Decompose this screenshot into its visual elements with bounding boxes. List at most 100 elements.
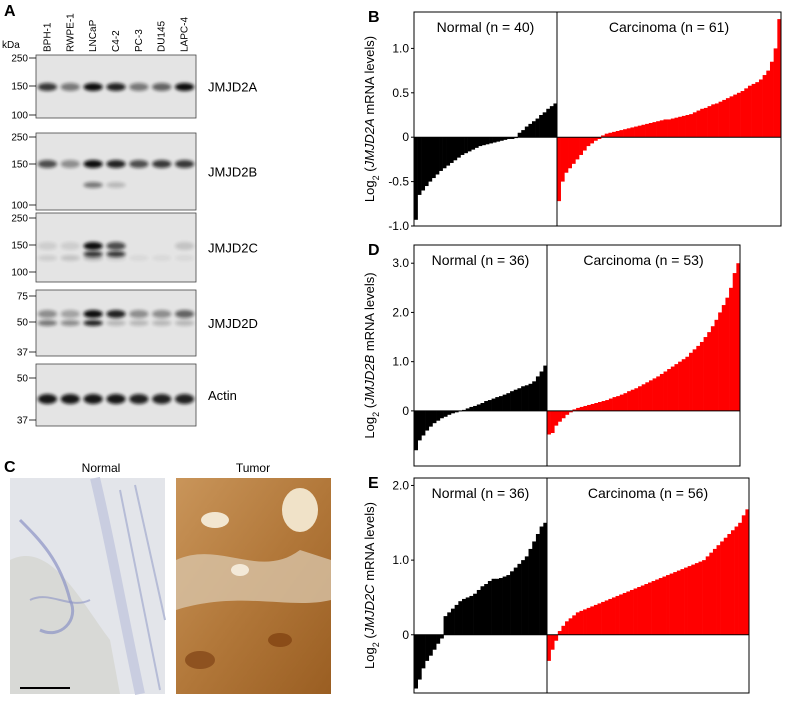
bar bbox=[450, 608, 455, 635]
bar bbox=[741, 515, 746, 635]
bar bbox=[417, 634, 422, 680]
bar bbox=[450, 410, 455, 414]
bar bbox=[655, 579, 660, 635]
bar bbox=[535, 118, 540, 138]
bar bbox=[579, 406, 584, 411]
bar bbox=[696, 345, 701, 411]
bar bbox=[510, 137, 515, 139]
bar bbox=[417, 410, 422, 441]
bar bbox=[561, 625, 566, 635]
blot-panel: BPH-1 RWPE-1 LNCaP C4-2 PC-3 DU145 LAPC-4 250 15… bbox=[11, 13, 258, 427]
bar bbox=[521, 560, 526, 635]
bar bbox=[605, 400, 610, 411]
marker-label: 37 bbox=[17, 416, 29, 427]
bar bbox=[583, 405, 588, 411]
y-axis-label-part: mRNA levels) bbox=[362, 36, 377, 118]
bar bbox=[510, 391, 515, 411]
bar bbox=[502, 576, 507, 635]
bar bbox=[469, 406, 474, 411]
y-axis-label: Log2 (JMJD2B mRNA levels) bbox=[362, 272, 381, 438]
bar bbox=[579, 137, 584, 155]
bar bbox=[604, 600, 609, 635]
bar bbox=[630, 127, 635, 138]
bar bbox=[699, 341, 704, 411]
bar bbox=[594, 402, 599, 411]
bar bbox=[564, 137, 569, 173]
bar bbox=[623, 393, 628, 411]
bar bbox=[712, 548, 717, 635]
bar bbox=[691, 564, 696, 635]
bar bbox=[436, 634, 441, 644]
bar bbox=[648, 380, 653, 411]
bar bbox=[662, 576, 667, 635]
bar bbox=[738, 522, 743, 635]
series-label: Normal (n = 36) bbox=[432, 485, 530, 501]
bar bbox=[532, 541, 537, 635]
bar bbox=[722, 99, 727, 138]
lane-label: LAPC-4 bbox=[180, 17, 191, 52]
bar bbox=[524, 556, 529, 635]
blot-band bbox=[60, 255, 80, 261]
y-axis-label-part: ( bbox=[362, 634, 377, 643]
blot-label: JMJD2C bbox=[208, 241, 258, 256]
bar bbox=[590, 606, 595, 635]
bar bbox=[467, 137, 472, 152]
bar bbox=[542, 112, 547, 138]
bar bbox=[615, 595, 620, 635]
blot-label: JMJD2A bbox=[208, 80, 257, 95]
bar bbox=[593, 137, 598, 141]
bar bbox=[487, 400, 492, 411]
bar bbox=[414, 137, 418, 220]
bar bbox=[572, 409, 577, 411]
blot-band bbox=[174, 160, 195, 168]
y-tick-label: 2.0 bbox=[392, 305, 409, 319]
bar bbox=[626, 128, 631, 138]
blot-band bbox=[152, 160, 172, 168]
bar bbox=[714, 103, 719, 138]
bar bbox=[762, 75, 767, 138]
bar bbox=[449, 137, 454, 163]
bar bbox=[484, 401, 489, 411]
bar bbox=[503, 137, 508, 140]
lane-label: RWPE-1 bbox=[65, 13, 76, 52]
bar bbox=[608, 598, 613, 635]
blot-band bbox=[174, 310, 195, 318]
bar bbox=[674, 117, 679, 138]
bar bbox=[524, 385, 529, 411]
bar bbox=[513, 389, 518, 411]
bar bbox=[659, 120, 664, 138]
bar bbox=[689, 352, 693, 411]
bar bbox=[565, 621, 569, 635]
bar bbox=[608, 398, 613, 411]
bar bbox=[685, 356, 690, 411]
marker-label: 250 bbox=[11, 133, 28, 144]
bar bbox=[524, 126, 529, 138]
bar bbox=[443, 616, 448, 635]
lane-label: C4-2 bbox=[111, 30, 122, 52]
blot-band bbox=[106, 394, 126, 404]
bar bbox=[425, 634, 430, 661]
bar bbox=[489, 137, 493, 144]
blot-band bbox=[37, 320, 58, 326]
bar bbox=[703, 107, 708, 138]
bar bbox=[428, 137, 433, 182]
bar bbox=[641, 124, 646, 138]
marker-label: 50 bbox=[17, 374, 29, 385]
bar bbox=[734, 526, 739, 635]
bar bbox=[751, 83, 756, 138]
bar bbox=[478, 137, 483, 147]
bar bbox=[773, 48, 778, 138]
bar bbox=[456, 137, 461, 158]
bar bbox=[645, 382, 650, 411]
bar bbox=[587, 404, 591, 411]
bar bbox=[428, 410, 433, 427]
bar bbox=[729, 287, 734, 411]
bar bbox=[678, 116, 683, 138]
bar bbox=[720, 541, 725, 635]
bar bbox=[447, 410, 452, 415]
blot-band bbox=[60, 394, 80, 404]
marker-label: 37 bbox=[17, 348, 29, 359]
bar bbox=[464, 137, 468, 154]
bar bbox=[414, 634, 418, 689]
bar bbox=[535, 376, 540, 411]
